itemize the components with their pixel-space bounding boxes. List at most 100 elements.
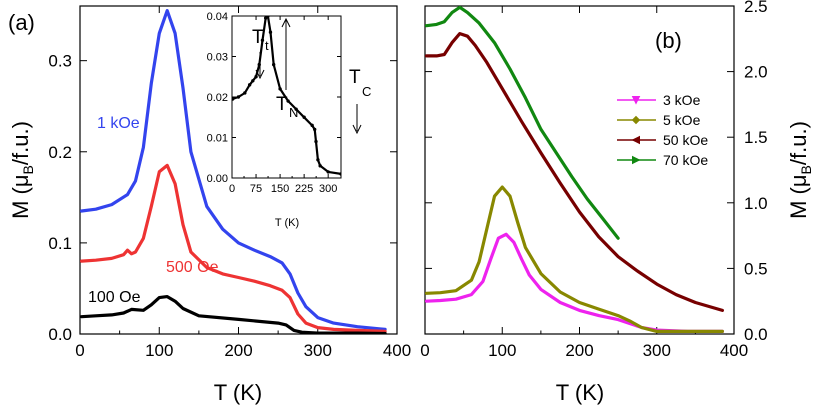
legend-label: 50 kOe xyxy=(663,132,708,148)
panel-a-series xyxy=(80,9,387,334)
svg-text:C: C xyxy=(362,84,371,99)
x-tick-label: 150 xyxy=(271,183,289,195)
inset-series xyxy=(232,16,341,176)
svg-text:T: T xyxy=(349,67,361,88)
x-tick-label: 225 xyxy=(295,183,313,195)
y-tick-label: 2.0 xyxy=(744,63,768,82)
data-point xyxy=(232,97,235,101)
y-tick-label: 0.04 xyxy=(207,11,228,23)
legend-label: 70 kOe xyxy=(663,152,708,168)
x-tick-label: 0 xyxy=(75,341,84,360)
y-tick-label: 2.5 xyxy=(744,0,768,16)
x-tick-label: 75 xyxy=(250,183,262,195)
data-point xyxy=(310,123,314,128)
x-tick-label: 0 xyxy=(420,341,429,360)
x-tick-label: 300 xyxy=(304,341,332,360)
annotation-tt: T t xyxy=(252,27,269,80)
legend-label: 3 kOe xyxy=(663,92,701,108)
panel-b-xlabel: T (K) xyxy=(556,380,604,405)
curve-label-100oe: 100 Oe xyxy=(88,289,141,306)
legend-marker xyxy=(631,135,640,145)
y-tick-label: 0.3 xyxy=(48,52,72,71)
legend-item-5-koe: 5 kOe xyxy=(617,112,701,128)
series-line-70-koe xyxy=(425,6,620,240)
panel-a-xlabel: T (K) xyxy=(214,380,262,405)
panel-b-frame xyxy=(424,5,735,335)
x-tick-label: 200 xyxy=(565,341,593,360)
data-point xyxy=(313,127,317,132)
panel-b-label: (b) xyxy=(655,28,682,53)
series-line-5-koe xyxy=(425,185,725,333)
series-line-50-koe xyxy=(425,31,725,312)
panel-a-ticks: 0 100 200 300 400 0.0 0.1 0.2 0.3 xyxy=(48,6,411,360)
curve-label-500oe: 500 Oe xyxy=(166,259,219,276)
data-point xyxy=(260,38,265,42)
data-point xyxy=(243,91,247,95)
x-tick-label: 200 xyxy=(224,341,252,360)
y-tick-label: 0.00 xyxy=(207,173,228,185)
data-point xyxy=(268,30,273,34)
y-tick-label: 0.1 xyxy=(48,234,72,253)
panel-b-ylabel: M (μB/f.u.) xyxy=(786,121,814,219)
svg-text:N: N xyxy=(289,105,298,120)
legend-marker xyxy=(631,115,641,125)
legend-label: 5 kOe xyxy=(663,112,701,128)
data-point xyxy=(314,139,318,144)
data-point xyxy=(263,16,268,20)
legend-item-50-koe: 50 kOe xyxy=(617,132,708,148)
series-line-1-koe xyxy=(80,9,387,331)
legend-marker xyxy=(632,155,641,165)
y-tick-label: 0.0 xyxy=(744,325,768,344)
data-point xyxy=(294,107,298,111)
y-tick-label: 0.5 xyxy=(744,259,768,278)
data-point xyxy=(302,115,306,119)
x-tick-label: 400 xyxy=(720,341,748,360)
panel-a-ylabel: M (μB/f.u.) xyxy=(8,121,36,219)
series-line-500-oe xyxy=(80,163,387,333)
y-tick-label: 1.5 xyxy=(744,128,768,147)
svg-text:t: t xyxy=(265,38,269,53)
panel-b-series xyxy=(425,6,725,333)
legend-item-70-koe: 70 kOe xyxy=(617,152,708,168)
data-point xyxy=(254,75,258,79)
panel-b-legend: 3 kOe 5 kOe 50 kOe 70 kOe xyxy=(617,92,708,168)
annotation-tc: T C xyxy=(349,67,371,135)
data-point xyxy=(318,164,322,168)
y-tick-label: 0.2 xyxy=(48,143,72,162)
panel-a: 0 100 200 300 400 0.0 0.1 0.2 0.3 (a) T (K) M (μ… xyxy=(8,5,411,405)
svg-text:T: T xyxy=(252,27,264,48)
x-tick-label: 300 xyxy=(643,341,671,360)
inset-xlabel: T (K) xyxy=(275,217,299,229)
x-tick-label: 300 xyxy=(319,183,337,195)
x-tick-label: 0 xyxy=(229,183,235,195)
x-tick-label: 100 xyxy=(145,341,173,360)
svg-text:T: T xyxy=(276,94,288,115)
data-point xyxy=(286,99,290,103)
series-line-3-koe xyxy=(425,232,725,333)
legend-marker xyxy=(631,96,641,105)
y-tick-label: 1.0 xyxy=(744,194,768,213)
data-point xyxy=(236,95,241,99)
panel-a-label: (a) xyxy=(8,10,35,35)
inset: 0 75 150 225 300 0.00 0.01 0.02 0.03 0.04 T (K) T… xyxy=(207,11,372,229)
data-point xyxy=(316,158,320,162)
legend-item-3-koe: 3 kOe xyxy=(617,92,701,108)
series-line-100-oe xyxy=(80,295,387,334)
inset-ticks: 0 75 150 225 300 0.00 0.01 0.02 0.03 0.04 xyxy=(207,11,341,195)
y-tick-label: 0.0 xyxy=(48,325,72,344)
data-point xyxy=(266,16,270,18)
data-point xyxy=(247,83,252,87)
y-tick-label: 0.01 xyxy=(207,133,228,145)
data-point xyxy=(278,87,282,91)
data-point xyxy=(251,79,255,83)
x-tick-label: 100 xyxy=(488,341,516,360)
series-line-100-oe xyxy=(232,16,341,175)
data-point xyxy=(326,170,330,174)
curve-label-1koe: 1 kOe xyxy=(97,115,140,132)
y-tick-label: 0.02 xyxy=(207,92,228,104)
x-tick-label: 400 xyxy=(383,341,411,360)
annotation-tn: T N xyxy=(276,17,298,120)
